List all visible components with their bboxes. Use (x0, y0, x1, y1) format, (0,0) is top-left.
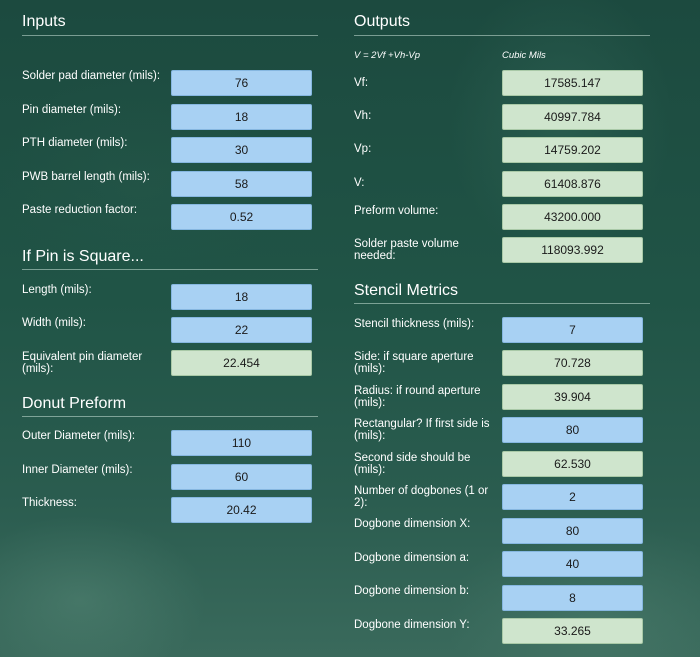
thickness-label: Thickness: (22, 497, 77, 509)
v-output: 61408.876 (502, 171, 643, 197)
equivalent-pin-diameter-label-line1: Equivalent pin diameter (22, 351, 143, 363)
rect-first-side-input[interactable] (502, 417, 643, 443)
outputs-title: Outputs (354, 13, 411, 30)
pwb-barrel-length-label: PWB barrel length (mils): (22, 171, 150, 183)
square-side-label-line1: Side: if square aperture (354, 351, 474, 363)
solder-pad-diameter-label: Solder pad diameter (mils): (22, 70, 161, 82)
pth-diameter-label: PTH diameter (mils): (22, 137, 128, 149)
vh-label: Vh: (354, 110, 372, 122)
equivalent-pin-diameter-output: 22.454 (171, 350, 312, 376)
dogbone-count-label-line1: Number of dogbones (1 or (354, 485, 489, 497)
rect-first-side-label-line2: (mils): (354, 430, 386, 442)
square-pin-title: If Pin is Square... (22, 248, 144, 265)
round-radius-label-line2: (mils): (354, 397, 386, 409)
vf-output: 17585.147 (502, 70, 643, 96)
vp-label: Vp: (354, 143, 372, 155)
units-label: Cubic Mils (502, 50, 546, 61)
rect-first-side-label-line1: Rectangular? If first side is (354, 418, 490, 430)
round-radius-label-line1: Radius: if round aperture (354, 385, 481, 397)
rect-second-side-label-line2: (mils): (354, 464, 386, 476)
dogbone-a-label: Dogbone dimension a: (354, 552, 470, 564)
preform-volume-label: Preform volume: (354, 205, 439, 217)
outputs-divider (354, 35, 650, 36)
dogbone-count-label-line2: 2): (354, 497, 368, 509)
dogbone-x-label: Dogbone dimension X: (354, 518, 471, 530)
inputs-divider (22, 35, 318, 36)
pth-diameter-input[interactable] (171, 137, 312, 163)
equivalent-pin-diameter-label-line2: (mils): (22, 363, 54, 375)
rect-second-side-output: 62.530 (502, 451, 643, 477)
paste-reduction-factor-input[interactable] (171, 204, 312, 230)
volume-formula: V = 2Vf +Vh-Vp (354, 50, 421, 61)
dogbone-y-label: Dogbone dimension Y: (354, 619, 470, 631)
pin-diameter-input[interactable] (171, 104, 312, 130)
dogbone-a-input[interactable] (502, 551, 643, 577)
vp-output: 14759.202 (502, 137, 643, 163)
pin-diameter-label: Pin diameter (mils): (22, 104, 122, 116)
square-side-output: 70.728 (502, 350, 643, 376)
vf-label: Vf: (354, 77, 369, 89)
dogbone-y-output: 33.265 (502, 618, 643, 644)
v-label: V: (354, 177, 365, 189)
rect-second-side-label: Second side should be (mils): (354, 452, 470, 476)
solder-pad-diameter-input[interactable] (171, 70, 312, 96)
paste-reduction-factor-label: Paste reduction factor: (22, 204, 138, 216)
inputs-title: Inputs (22, 13, 66, 30)
rect-second-side-label-line1: Second side should be (354, 452, 471, 464)
dogbone-b-label: Dogbone dimension b: (354, 585, 470, 597)
dogbone-x-input[interactable] (502, 518, 643, 544)
equivalent-pin-diameter-label: Equivalent pin diameter (mils): (22, 351, 142, 375)
pwb-barrel-length-input[interactable] (171, 171, 312, 197)
vh-output: 40997.784 (502, 104, 643, 130)
rect-first-side-label: Rectangular? If first side is (mils): (354, 418, 490, 442)
square-pin-divider (22, 269, 318, 270)
round-radius-output: 39.904 (502, 384, 643, 410)
solder-paste-volume-label-line1: Solder paste volume (354, 238, 459, 250)
solder-paste-volume-output: 118093.992 (502, 237, 643, 263)
length-input[interactable] (171, 284, 312, 310)
solder-paste-volume-label: Solder paste volume needed: (354, 238, 459, 262)
thickness-input[interactable] (171, 497, 312, 523)
donut-preform-divider (22, 416, 318, 417)
dogbone-count-input[interactable] (502, 484, 643, 510)
width-label: Width (mils): (22, 317, 86, 329)
outer-diameter-input[interactable] (171, 430, 312, 456)
donut-preform-title: Donut Preform (22, 395, 127, 412)
dogbone-b-input[interactable] (502, 585, 643, 611)
inner-diameter-label: Inner Diameter (mils): (22, 464, 133, 476)
width-input[interactable] (171, 317, 312, 343)
inner-diameter-input[interactable] (171, 464, 312, 490)
solder-paste-volume-label-line2: needed: (354, 250, 396, 262)
square-side-label-line2: (mils): (354, 363, 386, 375)
round-radius-label: Radius: if round aperture (mils): (354, 385, 481, 409)
stencil-metrics-title: Stencil Metrics (354, 282, 459, 299)
dogbone-count-label: Number of dogbones (1 or 2): (354, 485, 488, 509)
stencil-thickness-input[interactable] (502, 317, 643, 343)
stencil-metrics-divider (354, 303, 650, 304)
preform-volume-output: 43200.000 (502, 204, 643, 230)
square-side-label: Side: if square aperture (mils): (354, 351, 474, 375)
stencil-thickness-label: Stencil thickness (mils): (354, 318, 475, 330)
length-label: Length (mils): (22, 284, 92, 296)
outer-diameter-label: Outer Diameter (mils): (22, 430, 136, 442)
